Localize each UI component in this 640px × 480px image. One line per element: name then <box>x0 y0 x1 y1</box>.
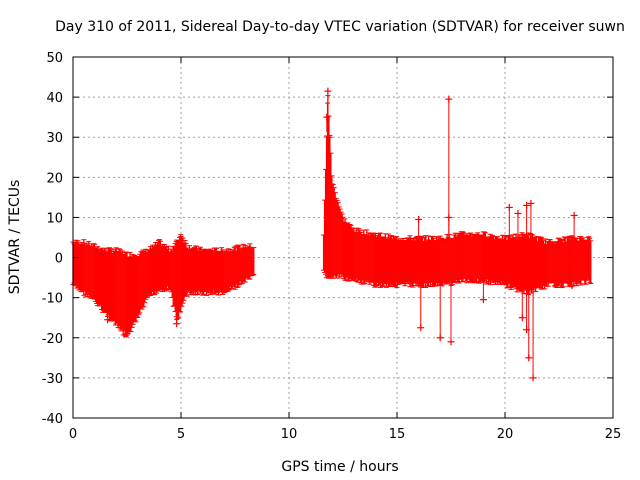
y-tick-label: 0 <box>55 252 63 267</box>
data-layer <box>70 87 594 382</box>
y-tick-label: 10 <box>46 211 63 226</box>
x-tick-label: 5 <box>177 427 185 442</box>
y-axis-label: SDTVAR / TECUs <box>7 180 23 295</box>
y-tick-label: -40 <box>42 412 63 427</box>
x-tick-label: 20 <box>497 427 514 442</box>
axes-layer: 0 5 10 15 20 25 -40 -30 -20 -10 0 10 20 30 40 50 <box>42 51 622 442</box>
y-tick-label: -20 <box>42 332 63 347</box>
y-tick-label: 30 <box>46 131 63 146</box>
x-tick-label: 10 <box>281 427 298 442</box>
chart-title: Day 310 of 2011, Sidereal Day-to-day VTE… <box>55 19 625 35</box>
y-tick-label: 40 <box>46 91 63 106</box>
y-tick-label: 20 <box>46 171 63 186</box>
y-tick-label: -30 <box>42 372 63 387</box>
x-tick-label: 0 <box>69 427 77 442</box>
x-axis-label: GPS time / hours <box>281 459 398 475</box>
x-tick-label: 25 <box>605 427 622 442</box>
y-tick-label: -10 <box>42 292 63 307</box>
y-tick-label: 50 <box>46 51 63 66</box>
x-tick-label: 15 <box>389 427 406 442</box>
plot-frame <box>72 56 614 419</box>
